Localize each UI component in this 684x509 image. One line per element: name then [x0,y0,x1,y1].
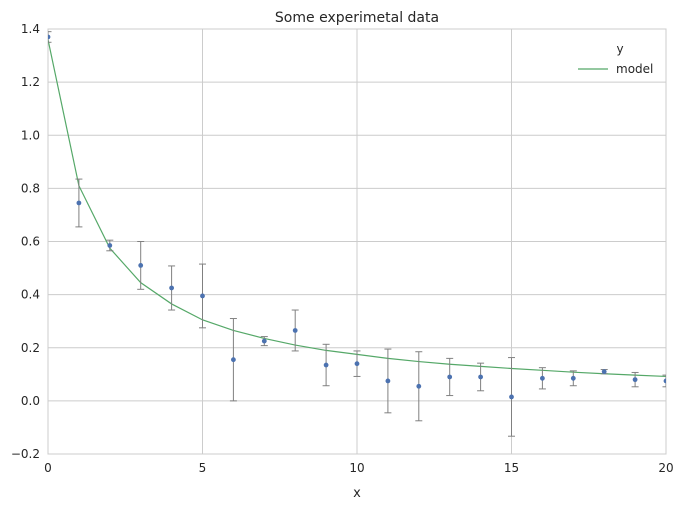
x-tick-label: 10 [349,461,364,475]
data-point [107,243,113,248]
legend: y model [578,42,653,76]
y-tick-label: 1.0 [21,128,40,142]
data-point [138,263,144,268]
data-point [447,374,453,380]
y-tick-label: 0.8 [21,181,40,195]
data-point [169,285,175,291]
y-tick-label: 1.4 [21,22,40,36]
data-point [601,369,607,375]
data-point [478,374,483,380]
x-tick-label: 5 [199,461,207,475]
data-point [509,394,514,400]
plot-frame [47,28,667,455]
data-point [540,375,545,381]
legend-model-label: model [616,62,653,76]
x-tick-label: 0 [44,461,52,475]
legend-title: y [616,42,623,56]
data-point [385,378,391,384]
x-axis-label: x [353,486,361,501]
y-tick-label: 0.0 [21,394,40,408]
data-point [200,293,205,299]
chart-title: Some experimetal data [275,10,439,26]
data-point [354,361,360,367]
data-point [76,200,82,206]
data-point [416,383,422,389]
y-tick-label: −0.2 [11,447,40,461]
data-point [48,34,51,40]
series [48,31,666,437]
y-tick-label: 0.4 [21,288,40,302]
data-point [323,362,329,368]
data-point [632,377,638,383]
x-tick-label: 15 [504,461,519,475]
x-tick-label: 20 [658,461,673,475]
error-bar [662,374,666,388]
y-tick-label: 1.2 [21,75,40,89]
y-tick-label: 0.6 [21,235,40,249]
y-tick-labels: −0.2 0.0 0.2 0.4 0.6 0.8 1.0 1.2 1.4 [11,22,40,461]
y-tick-label: 0.2 [21,341,40,355]
data-point [663,378,666,384]
data-point [292,328,298,333]
data-point [570,375,576,381]
data-point [261,338,267,344]
data-point [231,357,236,363]
error-bar [48,31,52,43]
x-tick-labels: 0 5 10 15 20 [44,461,673,475]
